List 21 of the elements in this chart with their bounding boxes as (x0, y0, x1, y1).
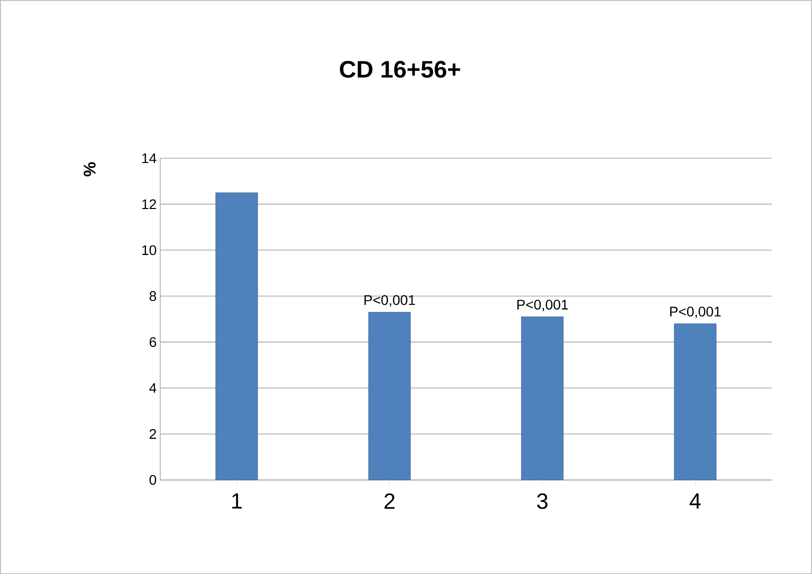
y-tick-label: 4 (149, 383, 156, 393)
y-tick-label: 6 (150, 337, 156, 347)
bar (368, 312, 411, 480)
bar (521, 316, 564, 480)
annotation: P<0,001 (517, 300, 568, 312)
x-tick-label: 4 (690, 493, 701, 508)
x-tick-label: 2 (384, 493, 395, 509)
y-tick-label: 10 (142, 245, 156, 255)
bar (215, 192, 258, 480)
y-tick-label: 12 (142, 199, 156, 209)
chart-title: CD 16+56+ (340, 60, 460, 78)
y-tick-label: 14 (142, 153, 156, 163)
annotation: P<0,001 (670, 306, 721, 318)
x-tick-label: 1 (232, 493, 242, 508)
x-tick-label: 3 (537, 493, 548, 509)
y-tick-label: 0 (150, 474, 156, 485)
y-tick-label: 2 (150, 428, 156, 439)
y-axis-title: % (84, 162, 96, 176)
annotation: P<0,001 (364, 295, 415, 307)
bar (674, 323, 716, 480)
y-tick-label: 8 (150, 291, 156, 301)
